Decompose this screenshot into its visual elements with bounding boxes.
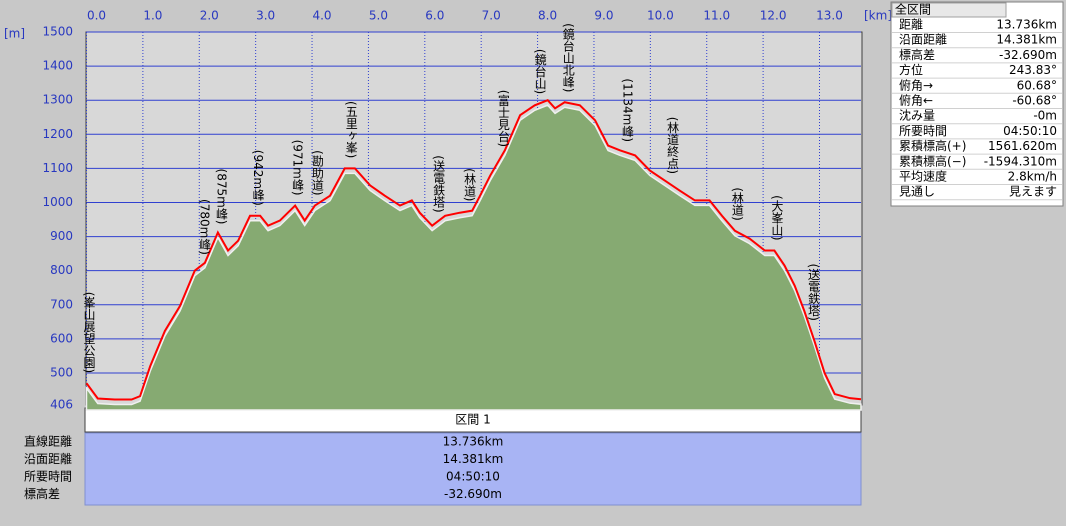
section-value: 04:50:10 bbox=[446, 470, 500, 484]
section-label: 沿面距離 bbox=[24, 452, 72, 466]
peak-label: (鏡台山北峰) bbox=[561, 23, 575, 92]
x-tick-label: 8.0 bbox=[538, 9, 557, 23]
section-label: 標高差 bbox=[24, 486, 60, 501]
summary-value: 243.83° bbox=[1009, 63, 1057, 77]
summary-label: 所要時間 bbox=[899, 124, 947, 138]
section-value: 14.381km bbox=[443, 452, 504, 466]
summary-panel bbox=[890, 1, 1064, 207]
summary-label: 累積標高(+) bbox=[899, 138, 966, 153]
y-tick-label: 1400 bbox=[42, 59, 73, 73]
x-tick-label: 6.0 bbox=[425, 9, 444, 23]
y-tick-label: 1500 bbox=[42, 25, 73, 39]
y-tick-label: 500 bbox=[50, 365, 73, 379]
section-label: 直線距離 bbox=[24, 434, 72, 449]
summary-value: 1561.620m bbox=[988, 139, 1057, 153]
x-tick-label: 0.0 bbox=[87, 9, 106, 23]
peak-label: (875m峰) bbox=[215, 169, 229, 225]
summary-value: 13.736km bbox=[996, 18, 1057, 32]
x-tick-label: 7.0 bbox=[482, 9, 501, 23]
summary-value: 2.8km/h bbox=[1008, 170, 1057, 184]
peak-label: (大峯山) bbox=[770, 195, 784, 240]
x-tick-label: 4.0 bbox=[312, 9, 331, 23]
summary-label: 沿面距離 bbox=[899, 33, 947, 47]
x-tick-label: 12.0 bbox=[760, 9, 787, 23]
y-tick-label: 900 bbox=[50, 229, 73, 243]
x-tick-label: 10.0 bbox=[647, 9, 674, 23]
summary-label: 距離 bbox=[899, 18, 923, 32]
x-tick-label: 2.0 bbox=[200, 9, 219, 23]
y-tick-label: 1200 bbox=[42, 127, 73, 141]
x-unit: [km] bbox=[864, 9, 892, 23]
section-value: -32.690m bbox=[444, 487, 502, 501]
peak-label: (林道) bbox=[730, 187, 744, 220]
peak-label: (富士見台) bbox=[496, 90, 510, 147]
section-label: 所要時間 bbox=[24, 470, 72, 484]
summary-label: 平均速度 bbox=[899, 169, 947, 184]
summary-value: 14.381km bbox=[996, 33, 1057, 47]
x-tick-label: 3.0 bbox=[256, 9, 275, 23]
peak-label: (1134m峰) bbox=[620, 78, 634, 142]
y-tick-label: 1100 bbox=[42, 161, 73, 175]
peak-label: (勘助道) bbox=[310, 150, 324, 195]
peak-label: (送電鉄塔) bbox=[432, 155, 446, 212]
summary-value: -0m bbox=[1033, 109, 1057, 123]
section-header-box bbox=[84, 407, 862, 433]
peak-label: (971m峰) bbox=[291, 140, 305, 196]
peak-label: (942m峰) bbox=[251, 150, 265, 206]
y-tick-label: 1300 bbox=[42, 93, 73, 107]
summary-title: 全区間 bbox=[895, 2, 931, 17]
summary-label: 俯角← bbox=[899, 93, 933, 108]
section-values-box bbox=[84, 432, 862, 506]
peak-label: (五里ヶ峯) bbox=[344, 101, 358, 158]
summary-label: 沈み量 bbox=[899, 108, 935, 123]
section-value: 13.736km bbox=[443, 435, 504, 449]
summary-value: 60.68° bbox=[1017, 78, 1057, 92]
y-tick-label: 406 bbox=[50, 398, 73, 412]
peak-label: (780m峰) bbox=[198, 199, 212, 255]
x-tick-label: 13.0 bbox=[816, 9, 843, 23]
x-tick-label: 11.0 bbox=[703, 9, 730, 23]
peak-label: (林道) bbox=[463, 168, 477, 201]
elevation-area bbox=[85, 104, 862, 411]
y-tick-label: 700 bbox=[50, 297, 73, 311]
summary-label: 方位 bbox=[899, 62, 923, 77]
summary-label: 見通し bbox=[899, 185, 935, 199]
section-header: 区間 1 bbox=[455, 413, 490, 427]
summary-value: -1594.310m bbox=[984, 154, 1057, 168]
x-tick-label: 1.0 bbox=[143, 9, 162, 23]
peak-label: (林道終点) bbox=[666, 117, 680, 174]
elevation-line bbox=[85, 99, 862, 401]
y-tick-label: 1000 bbox=[42, 195, 73, 209]
summary-label: 累積標高(−) bbox=[899, 153, 966, 168]
summary-value: 04:50:10 bbox=[1003, 124, 1057, 138]
summary-value: -32.690m bbox=[999, 48, 1057, 62]
x-tick-label: 5.0 bbox=[369, 9, 388, 23]
summary-label: 標高差 bbox=[899, 47, 935, 62]
peak-label: (峯山展望公園) bbox=[82, 292, 96, 373]
summary-title-box bbox=[891, 2, 1007, 18]
y-tick-label: 600 bbox=[50, 331, 73, 345]
y-tick-label: 800 bbox=[50, 263, 73, 277]
y-unit: [m] bbox=[4, 27, 25, 41]
peak-label: (送電鉄塔) bbox=[807, 264, 821, 321]
summary-label: 俯角→ bbox=[899, 77, 933, 92]
peak-label: (鏡台山) bbox=[533, 49, 547, 94]
summary-value: -60.68° bbox=[1012, 94, 1057, 108]
summary-value: 見えます bbox=[1009, 185, 1057, 199]
x-tick-label: 9.0 bbox=[594, 9, 613, 23]
